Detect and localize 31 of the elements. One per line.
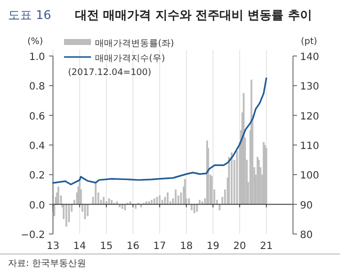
x-tick-label: 17 <box>153 241 166 252</box>
chart-subtitle: 도표 16 <box>8 8 52 22</box>
x-tick-label: 16 <box>126 241 140 252</box>
y-tick-label: −0.2 <box>20 230 45 241</box>
y2-tick-label: 140 <box>300 52 320 63</box>
x-tick-label: 18 <box>180 241 193 252</box>
x-tick-label: 19 <box>206 241 220 252</box>
y2-tick-label: 120 <box>300 111 320 122</box>
text: 자료: 한국부동산원 <box>8 259 86 269</box>
y-axis-title: (%) <box>27 37 43 47</box>
x-tick-label: 13 <box>46 241 60 252</box>
y-tick-label: 0.4 <box>29 141 45 152</box>
legend-label: 매매가격변동률(좌) <box>95 39 174 49</box>
chart-title: 대전 매매가격 지수와 전주대비 변동률 추이 <box>75 8 312 22</box>
y2-tick-label: 110 <box>300 141 320 152</box>
y-tick-label: 0.8 <box>29 82 45 93</box>
y-tick-label: 1.0 <box>29 52 45 63</box>
y2-tick-label: 80 <box>300 230 313 241</box>
x-tick-label: 20 <box>233 241 246 252</box>
x-tick-label: 21 <box>260 241 273 252</box>
y-tick-label: 0.6 <box>29 111 45 122</box>
y2-axis-title: (pt) <box>300 37 318 47</box>
annotation: (2017.12.04=100) <box>68 68 152 78</box>
y2-tick-label: 130 <box>300 82 320 93</box>
y2-tick-label: 90 <box>300 200 313 212</box>
y-tick-label: 0.2 <box>29 170 45 182</box>
x-tick-label: 15 <box>100 241 113 252</box>
y2-tick-label: 100 <box>300 170 320 182</box>
legend-label: 매매가격지수(우) <box>95 54 166 64</box>
x-tick-label: 14 <box>73 241 86 252</box>
y-tick-label: 0.0 <box>29 200 45 212</box>
